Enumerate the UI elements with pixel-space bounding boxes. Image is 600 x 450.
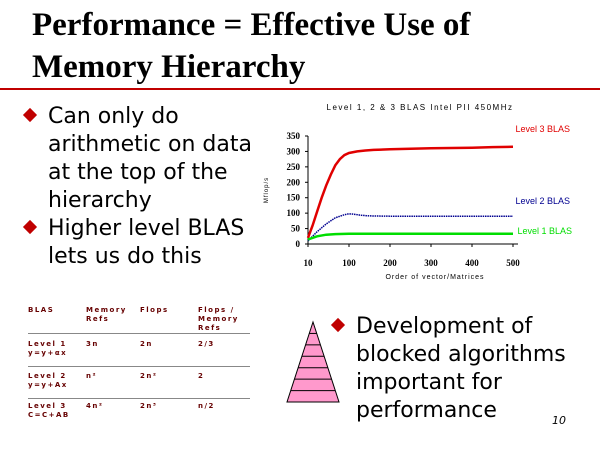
y-tick-label: 50	[291, 224, 301, 234]
table-header-ratio-1: Flops /	[198, 306, 235, 314]
bullet-line: Development of	[356, 314, 533, 339]
bullet-item-3: Development of blocked algorithms import…	[330, 313, 590, 425]
diamond-bullet-icon	[330, 317, 346, 333]
title-underline	[0, 88, 600, 90]
table-cell-blas: Level 2	[28, 372, 67, 380]
x-tick-label: 10	[304, 258, 314, 268]
page-number: 10	[552, 414, 566, 427]
bullet-line: Higher level BLAS	[48, 216, 245, 241]
diamond-bullet-icon	[22, 219, 38, 235]
bullet-line: performance	[356, 398, 497, 423]
x-tick-label: 500	[506, 258, 520, 268]
slide-title-line-2: Memory Hierarchy	[32, 49, 306, 85]
table-header-ratio-2: Memory	[198, 315, 239, 323]
y-tick-label: 150	[287, 193, 301, 203]
bullet-line: arithmetic on data	[48, 132, 252, 157]
chart-title: Level 1, 2 & 3 BLAS Intel PII 450MHz	[327, 103, 514, 112]
table-header-blas: BLAS	[28, 306, 55, 314]
x-tick-label: 400	[465, 258, 479, 268]
table-cell-blas: Level 1	[28, 340, 67, 348]
table-divider	[28, 333, 250, 334]
table-cell-flops: 2n	[140, 340, 153, 348]
table-header-memory: Memory	[86, 306, 127, 314]
x-tick-label: 200	[383, 258, 397, 268]
diamond-bullet-icon	[22, 107, 38, 123]
y-axis-label: Mflop/s	[264, 177, 270, 203]
x-axis-label: Order of vector/Matrices	[385, 274, 484, 281]
x-tick-label: 100	[342, 258, 356, 268]
table-cell-ratio: n/2	[198, 402, 215, 410]
bullet-line: important for	[356, 370, 502, 395]
bullet-line: blocked algorithms	[356, 342, 566, 367]
pyramid-outline	[286, 320, 340, 403]
bullet-line: Can only do	[48, 104, 179, 129]
table-divider	[28, 366, 250, 367]
legend-label-series-1: Level 3 BLAS	[515, 124, 570, 134]
bullet-item-2: Higher level BLAS lets us do this	[22, 215, 272, 271]
bullet-item-1: Can only do arithmetic on data at the to…	[22, 103, 272, 215]
y-tick-label: 350	[287, 131, 301, 141]
x-tick-label: 300	[424, 258, 438, 268]
series-line-2	[307, 213, 513, 242]
bullet-line: lets us do this	[48, 244, 202, 269]
bullet-line: hierarchy	[48, 188, 152, 213]
table-cell-blas-op: y=y+Ax	[28, 381, 68, 389]
table-divider	[28, 398, 250, 399]
y-tick-label: 300	[287, 146, 301, 156]
series-line-3	[307, 232, 513, 241]
y-tick-label: 0	[296, 239, 301, 249]
y-tick-label: 250	[287, 162, 301, 172]
table-cell-refs: n²	[86, 372, 98, 380]
blas-table: BLAS Memory Refs Flops Flops / Memory Re…	[28, 306, 248, 426]
table-header-refs: Refs	[86, 315, 110, 323]
bullet-line: at the top of the	[48, 160, 228, 185]
legend-label-series-2: Level 2 BLAS	[515, 196, 570, 206]
table-cell-blas: Level 3	[28, 402, 67, 410]
table-cell-flops: 2n²	[140, 372, 158, 380]
memory-hierarchy-pyramid-icon	[286, 320, 340, 403]
y-tick-label: 200	[287, 177, 301, 187]
table-cell-refs: 3n	[86, 340, 99, 348]
blas-performance-chart: Level 1, 2 & 3 BLAS Intel PII 450MHz 0 50 1…	[264, 103, 572, 281]
table-cell-blas-op: y=y+αx	[28, 349, 68, 357]
table-cell-refs: 4n²	[86, 402, 104, 410]
table-cell-blas-op: C=C+AB	[28, 411, 70, 419]
legend-label-series-3: Level 1 BLAS	[517, 226, 572, 236]
left-bullet-list: Can only do arithmetic on data at the to…	[22, 103, 272, 271]
table-header-flops: Flops	[140, 306, 169, 314]
right-bullet-list: Development of blocked algorithms import…	[330, 313, 590, 425]
table-header-ratio-3: Refs	[198, 324, 222, 332]
table-cell-flops: 2n³	[140, 402, 158, 410]
slide-title: Performance = Effective Use of Memory Hi…	[32, 4, 592, 88]
y-tick-label: 100	[287, 208, 301, 218]
table-cell-ratio: 2/3	[198, 340, 215, 348]
table-cell-ratio: 2	[198, 372, 205, 380]
series-line-1	[306, 145, 514, 239]
slide-title-line-1: Performance = Effective Use of	[32, 7, 471, 43]
